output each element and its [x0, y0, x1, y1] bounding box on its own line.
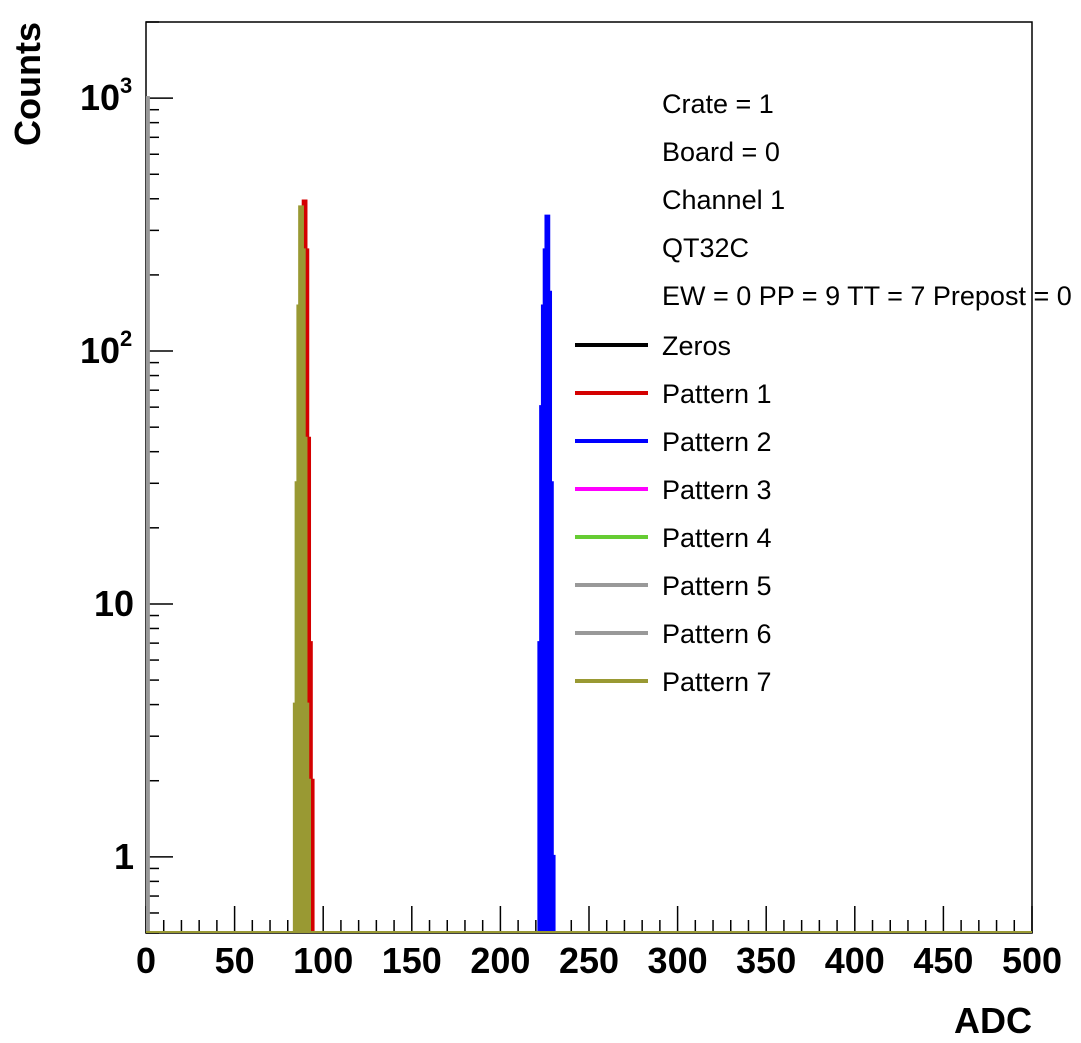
legend-entry: Pattern 2 — [575, 427, 772, 457]
legend-entry: Pattern 5 — [575, 571, 772, 601]
y-tick-label-exponent: 2 — [120, 326, 132, 351]
x-axis-title: ADC — [954, 1000, 1032, 1041]
legend-label: Pattern 4 — [662, 523, 772, 553]
info-line: Board = 0 — [662, 137, 780, 167]
legend-entry: Pattern 7 — [575, 667, 772, 697]
x-tick-label: 250 — [559, 940, 619, 981]
legend-entry: Pattern 1 — [575, 379, 772, 409]
legend-entry: Zeros — [575, 331, 731, 361]
series-line — [146, 214, 1032, 933]
legend-label: Pattern 1 — [662, 379, 772, 409]
legend-label: Pattern 6 — [662, 619, 772, 649]
legend-entry: Pattern 4 — [575, 523, 772, 553]
x-tick-labels: 0 50 100 150 200 250 300 350 400 450 500 — [136, 940, 1062, 981]
x-tick-label: 50 — [215, 940, 255, 981]
y-tick-label: 1 — [114, 836, 134, 877]
legend-label: Zeros — [662, 331, 731, 361]
series-line — [146, 205, 1032, 933]
y-tick-label: 10 2 — [80, 326, 132, 371]
y-tick-label-base: 10 — [80, 77, 120, 118]
legend-label: Pattern 2 — [662, 427, 772, 457]
x-tick-label: 500 — [1002, 940, 1062, 981]
series-pattern-2 — [146, 214, 1032, 933]
y-tick-label: 10 3 — [80, 73, 132, 118]
x-tick-label: 100 — [293, 940, 353, 981]
info-line: Crate = 1 — [662, 89, 774, 119]
x-tick-label: 300 — [648, 940, 708, 981]
info-line: Channel 1 — [662, 185, 785, 215]
x-tick-label: 350 — [736, 940, 796, 981]
y-tick-label-exponent: 3 — [120, 73, 132, 98]
y-tick-label: 10 — [94, 583, 134, 624]
x-tick-label: 450 — [913, 940, 973, 981]
info-line: EW = 0 PP = 9 TT = 7 Prepost = 0 — [662, 281, 1072, 311]
y-axis-title: Counts — [7, 22, 48, 146]
x-tick-label: 200 — [470, 940, 530, 981]
legend-entry: Pattern 3 — [575, 475, 772, 505]
legend-label: Pattern 5 — [662, 571, 772, 601]
legend-label: Pattern 3 — [662, 475, 772, 505]
series-layer — [146, 96, 1032, 933]
series-pattern-7 — [146, 205, 1032, 933]
y-tick-label-base: 10 — [80, 330, 120, 371]
legend-label: Pattern 7 — [662, 667, 772, 697]
x-tick-label: 400 — [825, 940, 885, 981]
series-pattern-6 — [146, 96, 1032, 933]
plot-frame — [145, 21, 1033, 934]
legend-entry: Pattern 6 — [575, 619, 772, 649]
series-line — [146, 96, 1032, 933]
legend: Zeros Pattern 1 Pattern 2 Pattern 3 Pattern … — [575, 331, 772, 697]
x-tick-label: 150 — [382, 940, 442, 981]
info-line: QT32C — [662, 233, 749, 263]
x-tick-label: 0 — [136, 940, 156, 981]
info-text: Crate = 1 Board = 0 Channel 1 QT32C EW = 0 P… — [662, 89, 1072, 311]
